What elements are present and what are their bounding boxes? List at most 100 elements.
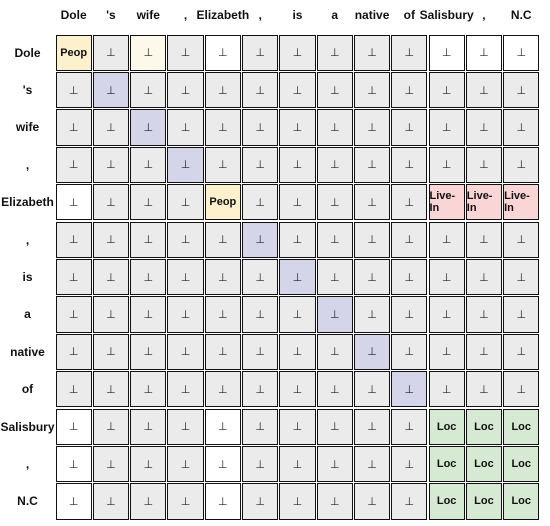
cell-r4-c7: ⊥ — [316, 184, 353, 221]
cell-r3-c3: ⊥ — [167, 146, 204, 184]
column-header-5-punct: , — [258, 8, 262, 22]
cell-r11-c2: ⊥ — [130, 445, 167, 483]
cell-r5-c3: ⊥ — [167, 221, 204, 258]
cell-r5-c1: ⊥ — [92, 221, 130, 258]
cell-r1-c5: ⊥ — [242, 71, 279, 109]
cell-r12-c2: ⊥ — [130, 483, 167, 520]
cell-r12-c0: ⊥ — [55, 483, 92, 520]
cell-r2-c10: ⊥ — [428, 109, 465, 146]
cell-r9-c5: ⊥ — [242, 371, 279, 408]
cell-r5-c7: ⊥ — [316, 221, 353, 258]
cell-r8-c6: ⊥ — [279, 333, 316, 371]
cell-r0-c5: ⊥ — [242, 34, 279, 71]
cell-r8-c12: ⊥ — [503, 333, 540, 371]
cell-r5-c0: ⊥ — [55, 221, 92, 258]
cell-r0-c6: ⊥ — [279, 34, 316, 71]
cell-r10-c11: Loc — [465, 408, 503, 445]
cell-r7-c11: ⊥ — [465, 296, 503, 333]
column-header-3-punct: , — [183, 8, 188, 22]
cell-r5-c8: ⊥ — [353, 221, 391, 258]
cell-r8-c5: ⊥ — [242, 333, 279, 371]
cell-r12-c3: ⊥ — [167, 483, 204, 520]
cell-r7-c7: ⊥ — [316, 296, 353, 333]
cell-r10-c0: ⊥ — [55, 408, 92, 445]
cell-r7-c3: ⊥ — [167, 296, 204, 333]
cell-r12-c9: ⊥ — [391, 483, 428, 520]
cell-r2-c1: ⊥ — [92, 109, 130, 146]
cell-r3-c9: ⊥ — [391, 146, 428, 184]
cell-r5-c12: ⊥ — [503, 221, 540, 258]
cell-r10-c10: Loc — [428, 408, 465, 445]
cell-r1-c2: ⊥ — [130, 71, 167, 109]
cell-r8-c4: ⊥ — [204, 333, 241, 371]
column-header-1-s: 's — [106, 8, 116, 22]
cell-r6-c5: ⊥ — [242, 258, 279, 296]
row-header-5-punct: , — [25, 232, 30, 247]
cell-r12-c10: Loc — [428, 483, 465, 520]
cell-r5-c10: ⊥ — [428, 221, 465, 258]
cell-r12-c12: Loc — [503, 483, 540, 520]
cell-r2-c4: ⊥ — [204, 109, 241, 146]
column-header-8-native: native — [354, 8, 390, 22]
cell-r6-c9: ⊥ — [391, 258, 428, 296]
cell-r3-c4: ⊥ — [204, 146, 241, 184]
cell-r1-c1: ⊥ — [92, 71, 130, 109]
cell-r0-c3: ⊥ — [167, 34, 204, 71]
cell-r5-c4: ⊥ — [204, 221, 241, 258]
cell-r7-c9: ⊥ — [391, 296, 428, 333]
cell-r3-c5: ⊥ — [242, 146, 279, 184]
cell-r5-c9: ⊥ — [391, 221, 428, 258]
cell-r7-c10: ⊥ — [428, 296, 465, 333]
cell-r4-c2: ⊥ — [130, 184, 167, 221]
cell-r2-c12: ⊥ — [503, 109, 540, 146]
cell-r2-c6: ⊥ — [279, 109, 316, 146]
cell-r4-c4: Peop — [204, 184, 241, 221]
cell-r4-c6: ⊥ — [279, 184, 316, 221]
cell-r7-c12: ⊥ — [503, 296, 540, 333]
row-header-8-native: native — [10, 344, 45, 359]
column-header-0-dole: Dole — [60, 8, 87, 22]
cell-r8-c7: ⊥ — [316, 333, 353, 371]
cell-r9-c12: ⊥ — [503, 371, 540, 408]
cell-r2-c0: ⊥ — [55, 109, 92, 146]
cell-r9-c8: ⊥ — [353, 371, 391, 408]
cell-r1-c9: ⊥ — [391, 71, 428, 109]
cell-r5-c11: ⊥ — [465, 221, 503, 258]
cell-r11-c0: ⊥ — [55, 445, 92, 483]
cell-r12-c8: ⊥ — [353, 483, 391, 520]
column-header-2-wife: wife — [136, 8, 160, 22]
cell-r0-c1: ⊥ — [92, 34, 130, 71]
cell-r6-c3: ⊥ — [167, 258, 204, 296]
cell-r9-c1: ⊥ — [92, 371, 130, 408]
column-header-4-elizabeth: Elizabeth — [196, 8, 250, 22]
cell-r9-c6: ⊥ — [279, 371, 316, 408]
cell-r6-c6: ⊥ — [279, 258, 316, 296]
cell-r8-c0: ⊥ — [55, 333, 92, 371]
cell-r4-c0: ⊥ — [55, 184, 92, 221]
cell-r10-c4: ⊥ — [204, 408, 241, 445]
cell-r10-c7: ⊥ — [316, 408, 353, 445]
cell-r8-c3: ⊥ — [167, 333, 204, 371]
cell-r4-c10: Live-In — [428, 184, 465, 221]
cell-r8-c10: ⊥ — [428, 333, 465, 371]
column-header-6-is: is — [292, 8, 303, 22]
cell-r7-c5: ⊥ — [242, 296, 279, 333]
cell-r9-c2: ⊥ — [130, 371, 167, 408]
cell-r7-c6: ⊥ — [279, 296, 316, 333]
cell-r0-c10: ⊥ — [428, 34, 465, 71]
cell-r3-c2: ⊥ — [130, 146, 167, 184]
row-header-9-of: of — [21, 382, 34, 397]
cell-r0-c7: ⊥ — [316, 34, 353, 71]
cell-r1-c3: ⊥ — [167, 71, 204, 109]
column-header-7-a: a — [331, 8, 339, 22]
column-header-11-punct: , — [482, 8, 486, 22]
cell-r1-c7: ⊥ — [316, 71, 353, 109]
cell-r2-c9: ⊥ — [391, 109, 428, 146]
cell-r3-c0: ⊥ — [55, 146, 92, 184]
cell-r4-c9: ⊥ — [391, 184, 428, 221]
cell-r12-c4: ⊥ — [204, 483, 241, 520]
row-header-11-punct: , — [25, 457, 30, 472]
column-header-12-nc: N.C — [510, 8, 532, 22]
cell-r11-c1: ⊥ — [92, 445, 130, 483]
